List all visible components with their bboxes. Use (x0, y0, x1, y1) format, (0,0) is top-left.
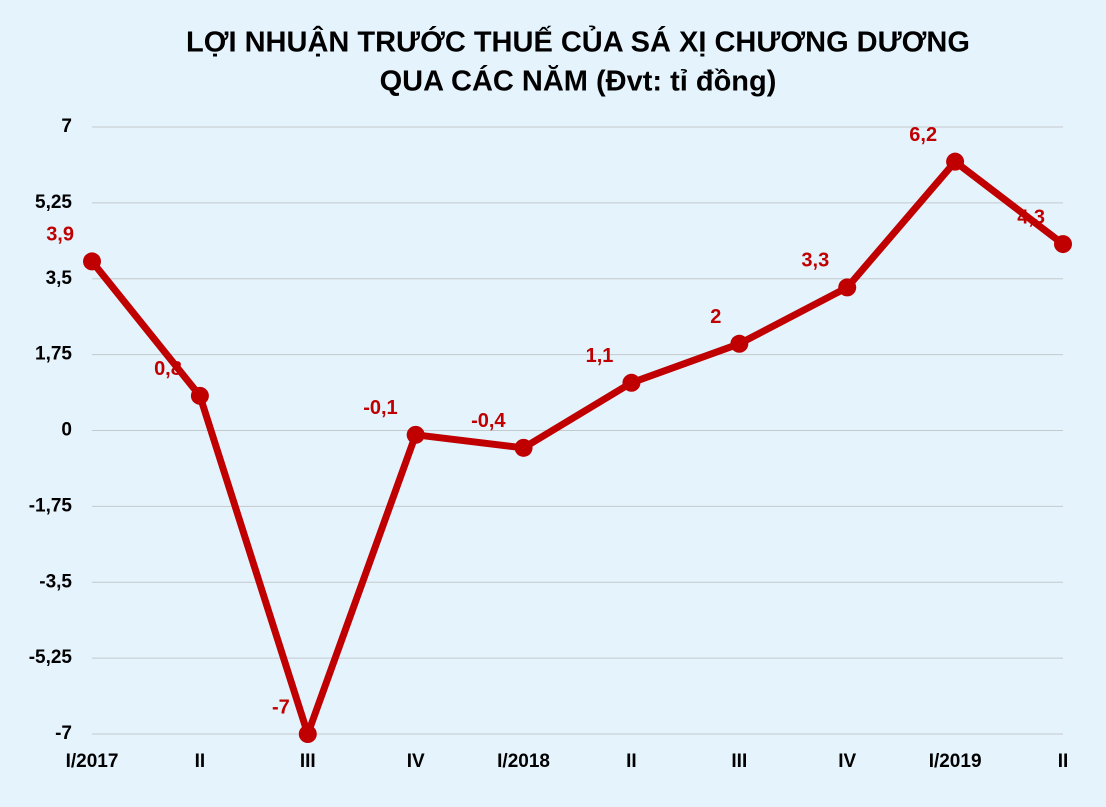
point (730, 334, 749, 353)
point (298, 725, 317, 743)
data-label: -0,4 (471, 410, 506, 432)
point (514, 438, 533, 457)
point (83, 252, 101, 271)
y-tick-label: -1,75 (29, 495, 73, 516)
data-label: -7 (272, 696, 290, 718)
y-tick-label: -7 (55, 723, 72, 744)
x-tick-label: I/2019 (929, 751, 982, 772)
data-label: 2 (710, 306, 721, 328)
data-label: 4,3 (1017, 206, 1045, 228)
data-label: 0,8 (154, 358, 182, 380)
y-tick-label: 1,75 (35, 344, 72, 365)
x-tick-label: II (626, 751, 637, 772)
x-tick-label: IV (407, 751, 425, 772)
point (622, 373, 641, 392)
x-tick-label: II (195, 751, 206, 772)
point (946, 152, 965, 171)
x-tick-label: I/2018 (497, 751, 550, 772)
data-label: -0,1 (363, 397, 397, 419)
data-label: 3,9 (46, 224, 74, 246)
chart-title: QUA CÁC NĂM (Đvt: tỉ đồng) (380, 64, 777, 98)
x-tick-label: III (731, 751, 747, 772)
point (406, 425, 425, 444)
y-tick-label: 3,5 (46, 268, 73, 289)
x-tick-label: II (1058, 751, 1069, 772)
point (190, 386, 209, 405)
point (838, 278, 857, 297)
data-label: 6,2 (909, 124, 937, 146)
data-label: 3,3 (801, 250, 829, 272)
x-tick-label: IV (838, 751, 856, 772)
line (89, 158, 1066, 738)
y-tick-label: -5,25 (29, 647, 73, 668)
x-tick-label: I/2017 (66, 751, 119, 772)
data-label: 1,1 (586, 345, 614, 367)
y-tick-label: 5,25 (35, 192, 72, 213)
chart-title: LỢI NHUẬN TRƯỚC THUẾ CỦA SÁ XỊ CHƯƠNG DƯ… (186, 25, 970, 59)
y-tick-label: 7 (61, 116, 72, 137)
y-tick-label: -3,5 (39, 571, 72, 592)
x-tick-label: III (300, 751, 316, 772)
y-tick-label: 0 (61, 420, 72, 441)
point (1054, 235, 1072, 254)
